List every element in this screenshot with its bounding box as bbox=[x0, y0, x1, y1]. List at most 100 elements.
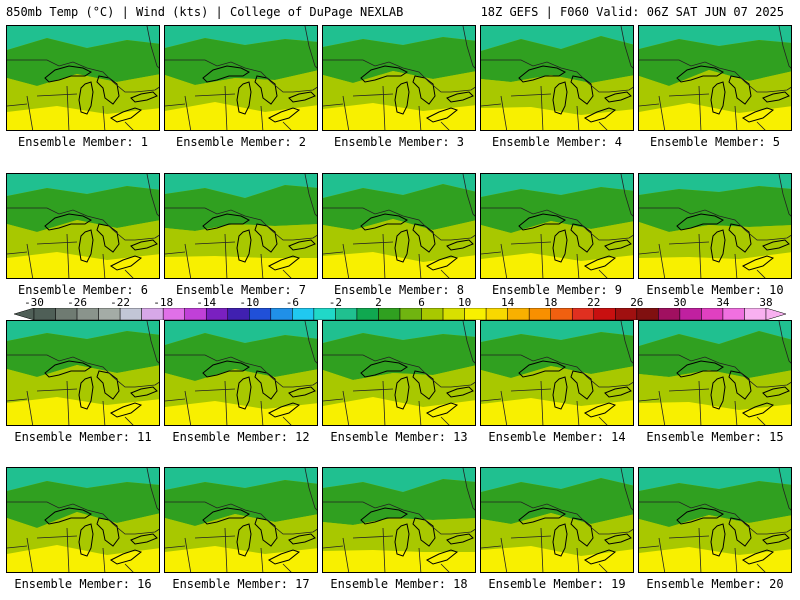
state-border bbox=[194, 93, 236, 97]
lake-outline bbox=[254, 223, 278, 253]
state-border bbox=[146, 26, 159, 69]
ensemble-member-label: Ensemble Member: 10 bbox=[646, 283, 784, 297]
lake-outline bbox=[728, 370, 752, 400]
lake-outline bbox=[288, 386, 316, 398]
lake-outline bbox=[676, 507, 724, 525]
temperature-band bbox=[165, 369, 317, 409]
state-border bbox=[26, 390, 34, 425]
state-border bbox=[342, 537, 350, 572]
ensemble-member-map bbox=[6, 467, 160, 573]
temperature-band bbox=[165, 70, 317, 112]
temperature-band bbox=[481, 398, 633, 425]
lake-outline bbox=[604, 386, 632, 398]
state-border bbox=[598, 563, 608, 572]
state-border bbox=[26, 95, 34, 130]
state-border bbox=[481, 59, 633, 93]
state-border bbox=[756, 121, 766, 130]
lake-outline bbox=[254, 370, 278, 400]
ensemble-member-label: Ensemble Member: 7 bbox=[175, 283, 307, 297]
colorbar-segment bbox=[722, 308, 745, 320]
colorbar-max-arrow bbox=[765, 308, 786, 320]
temperature-band bbox=[165, 401, 317, 425]
state-border bbox=[260, 547, 264, 572]
state-border bbox=[7, 354, 159, 388]
temperature-band bbox=[323, 468, 475, 492]
colorbar-segment bbox=[33, 308, 56, 320]
lake-outline bbox=[570, 75, 594, 105]
state-border bbox=[756, 416, 766, 425]
state-border bbox=[500, 95, 508, 130]
lake-outline bbox=[44, 65, 92, 83]
temperature-band bbox=[323, 71, 475, 111]
state-border bbox=[7, 59, 159, 93]
lake-outline bbox=[728, 75, 752, 105]
temperature-band bbox=[7, 512, 159, 555]
ensemble-member-map bbox=[6, 320, 160, 426]
state-border bbox=[66, 233, 70, 278]
state-border bbox=[102, 105, 106, 130]
lake-outline bbox=[96, 370, 120, 400]
temperature-field-map bbox=[481, 468, 633, 572]
colorbar-segment bbox=[507, 308, 530, 320]
ensemble-member-label: Ensemble Member: 14 bbox=[488, 430, 626, 444]
state-border bbox=[540, 85, 544, 130]
state-border bbox=[342, 243, 350, 278]
state-border bbox=[778, 26, 791, 69]
temperature-band bbox=[481, 187, 633, 233]
lake-outline bbox=[518, 360, 566, 378]
lake-outline bbox=[394, 81, 410, 115]
state-border bbox=[165, 501, 317, 535]
state-border bbox=[124, 563, 134, 572]
state-border bbox=[440, 269, 450, 278]
ensemble-member-map bbox=[322, 467, 476, 573]
state-border bbox=[323, 354, 475, 388]
state-border bbox=[668, 93, 710, 97]
colorbar-segment bbox=[658, 308, 681, 320]
lake-outline bbox=[710, 81, 726, 115]
lake-outline bbox=[518, 65, 566, 83]
temperature-field-map bbox=[7, 321, 159, 425]
lake-outline bbox=[412, 75, 436, 105]
lake-outline bbox=[584, 402, 617, 418]
temperature-band bbox=[639, 222, 791, 259]
lake-outline bbox=[518, 213, 566, 231]
state-border bbox=[576, 105, 580, 130]
lake-outline bbox=[728, 223, 752, 253]
ensemble-member-label: Ensemble Member: 12 bbox=[172, 430, 310, 444]
colorbar-segment bbox=[593, 308, 616, 320]
ensemble-member-map bbox=[480, 320, 634, 426]
colorbar-tick-label: 18 bbox=[544, 296, 558, 309]
ensemble-member-label: Ensemble Member: 20 bbox=[646, 577, 784, 591]
ensemble-member-map bbox=[6, 173, 160, 279]
state-border bbox=[165, 354, 317, 388]
colorbar-segment bbox=[227, 308, 250, 320]
temperature-band bbox=[639, 321, 791, 346]
temperature-band bbox=[165, 102, 317, 130]
state-border bbox=[124, 121, 134, 130]
lake-outline bbox=[584, 255, 617, 271]
lake-outline bbox=[426, 549, 459, 565]
lake-outline bbox=[360, 65, 408, 83]
lake-outline bbox=[552, 229, 568, 263]
temperature-field-map bbox=[323, 468, 475, 572]
lake-outline bbox=[426, 402, 459, 418]
ensemble-member-map bbox=[638, 320, 792, 426]
ensemble-member-map bbox=[322, 173, 476, 279]
state-border bbox=[260, 253, 264, 278]
state-border bbox=[756, 269, 766, 278]
temperature-band bbox=[639, 174, 791, 195]
lake-outline bbox=[44, 507, 92, 525]
colorbar-segment bbox=[615, 308, 638, 320]
temperature-band bbox=[481, 546, 633, 572]
state-border bbox=[7, 103, 28, 107]
ensemble-member-label: Ensemble Member: 6 bbox=[17, 283, 149, 297]
colorbar-segment bbox=[464, 308, 487, 320]
state-border bbox=[352, 241, 394, 245]
temperature-band bbox=[481, 478, 633, 524]
state-border bbox=[698, 85, 702, 130]
lake-outline bbox=[762, 91, 790, 103]
lake-outline bbox=[552, 376, 568, 410]
state-border bbox=[165, 207, 317, 241]
state-border bbox=[194, 388, 236, 392]
lake-outline bbox=[742, 255, 775, 271]
